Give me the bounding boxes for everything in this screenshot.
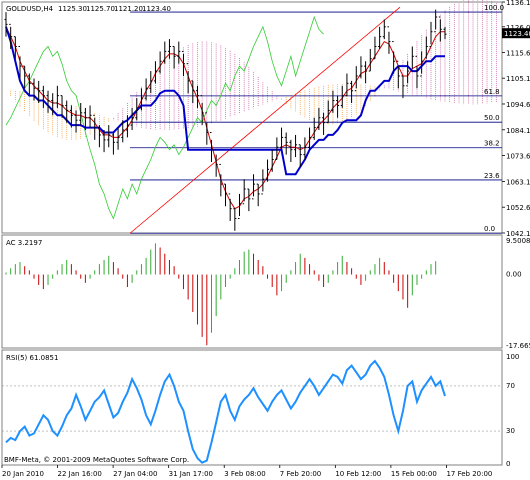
ohlc-close: 1123.40 bbox=[142, 5, 171, 13]
chikou-line bbox=[5, 15, 324, 220]
price-tick-label: 1063.10 bbox=[506, 178, 530, 186]
rsi-layer bbox=[2, 359, 502, 464]
rsi-tick-label: 0 bbox=[506, 460, 510, 468]
trend-line bbox=[129, 6, 401, 234]
ohlc-low: 1121.20 bbox=[114, 5, 143, 13]
kijun-line bbox=[5, 26, 445, 176]
rsi-title: RSI(5) 61.0851 bbox=[6, 354, 58, 362]
fib-label: 50.0 bbox=[484, 114, 500, 122]
x-tick-label: 15 Feb 00:00 bbox=[391, 470, 437, 478]
ac-layer bbox=[5, 243, 437, 346]
fib-label: 100.0 bbox=[484, 4, 504, 12]
price-tick-label: 1084.10 bbox=[506, 127, 530, 135]
price-tick-label: 1052.60 bbox=[506, 204, 530, 212]
rsi-tick-label: 70 bbox=[506, 382, 515, 390]
ac-tick-label: 0.00 bbox=[506, 271, 522, 279]
ac-title: AC 3.2197 bbox=[6, 239, 42, 247]
price-tick-label: 1073.60 bbox=[506, 153, 530, 161]
ac-tick-label: 9.5008 bbox=[506, 237, 530, 245]
x-tick-label: 7 Feb 20:00 bbox=[280, 470, 321, 478]
ohlc-high: 1125.70 bbox=[86, 5, 115, 13]
rsi-panel-frame bbox=[1, 349, 503, 466]
price-tick-label: 1105.10 bbox=[506, 75, 530, 83]
ac-tick-label: -17.6657 bbox=[506, 342, 530, 350]
ac-panel-frame bbox=[1, 234, 503, 349]
x-tick-label: 17 Feb 20:00 bbox=[446, 470, 492, 478]
price-tick-label: 1115.60 bbox=[506, 49, 530, 57]
current-price-box bbox=[502, 28, 530, 39]
price-tick-label: 1126.00 bbox=[506, 24, 530, 32]
ohlc-open: 1125.30 bbox=[58, 5, 87, 13]
fib-label: 38.2 bbox=[484, 140, 500, 148]
current-price-label: 1123.40 bbox=[504, 30, 530, 38]
rsi-tick-label: 100 bbox=[506, 353, 519, 361]
price-tick-label: 1136.10 bbox=[506, 0, 530, 7]
x-tick-label: 20 Jan 2010 bbox=[2, 470, 44, 478]
price-tick-label: 1094.60 bbox=[506, 101, 530, 109]
fib-label: 23.6 bbox=[484, 172, 500, 180]
watermark: BMF-Meta, © 2001-2009 MetaQuotes Softwar… bbox=[4, 456, 189, 464]
x-tick-label: 22 Jan 16:00 bbox=[58, 470, 102, 478]
price-panel-frame bbox=[1, 1, 503, 234]
x-tick-label: 10 Feb 12:00 bbox=[335, 470, 381, 478]
x-tick-label: 31 Jan 17:00 bbox=[169, 470, 213, 478]
price-tick-label: 1042.10 bbox=[506, 230, 530, 238]
rsi-tick-label: 30 bbox=[506, 427, 515, 435]
rsi-line bbox=[5, 359, 446, 464]
price-layer: 100.0 61.8 50.0 38.2 23.6 0.0 1123.40 bbox=[4, 0, 530, 234]
symbol-label: GOLDUSD,H4 bbox=[6, 5, 54, 13]
fib-label: 0.0 bbox=[484, 225, 495, 233]
fib-label: 61.8 bbox=[484, 88, 500, 96]
x-tick-label: 3 Feb 08:00 bbox=[224, 470, 265, 478]
x-tick-label: 27 Jan 04:00 bbox=[113, 470, 157, 478]
